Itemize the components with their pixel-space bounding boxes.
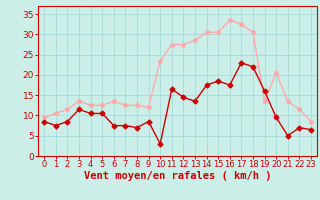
X-axis label: Vent moyen/en rafales ( km/h ): Vent moyen/en rafales ( km/h ) (84, 171, 271, 181)
